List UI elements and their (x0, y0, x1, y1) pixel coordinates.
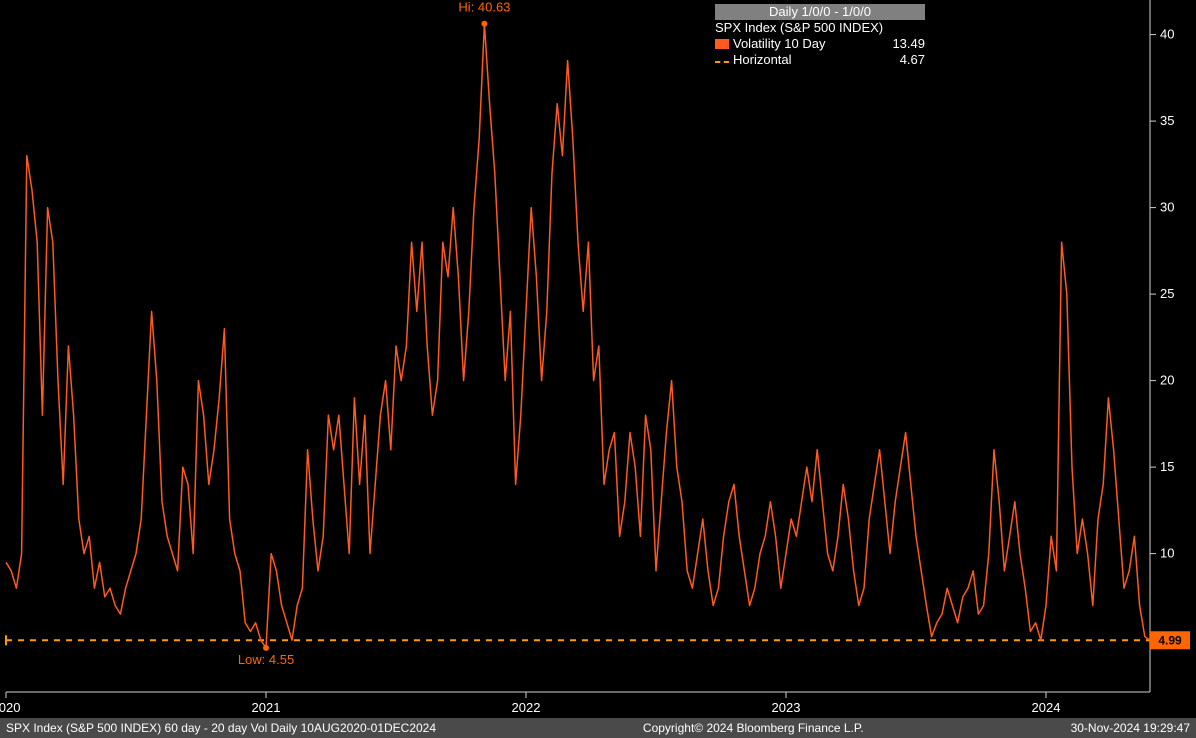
chart-container: 510152025303540202020212022202320244.99H… (0, 0, 1196, 738)
svg-text:2021: 2021 (252, 700, 281, 715)
svg-text:30: 30 (1160, 200, 1174, 215)
legend-row: Volatility 10 Day 13.49 (715, 36, 925, 52)
legend-swatch (715, 61, 729, 63)
legend-value: 13.49 (892, 36, 925, 52)
legend-value: 4.67 (900, 52, 925, 68)
svg-text:4.99: 4.99 (1158, 633, 1182, 647)
footer-left-text: SPX Index (S&P 500 INDEX) 60 day - 20 da… (6, 721, 436, 735)
svg-text:25: 25 (1160, 286, 1174, 301)
svg-text:2024: 2024 (1032, 700, 1061, 715)
footer-bar: SPX Index (S&P 500 INDEX) 60 day - 20 da… (0, 718, 1196, 738)
legend-label: Volatility 10 Day (733, 36, 826, 52)
svg-text:10: 10 (1160, 546, 1174, 561)
legend-row: Horizontal 4.67 (715, 52, 925, 68)
svg-text:15: 15 (1160, 459, 1174, 474)
svg-text:2022: 2022 (512, 700, 541, 715)
legend-box: Daily 1/0/0 - 1/0/0 SPX Index (S&P 500 I… (715, 4, 925, 68)
legend-label: Horizontal (733, 52, 792, 68)
volatility-chart: 510152025303540202020212022202320244.99H… (0, 0, 1196, 738)
legend-subtitle: SPX Index (S&P 500 INDEX) (715, 20, 925, 36)
svg-text:2023: 2023 (772, 700, 801, 715)
footer-copyright: Copyright© 2024 Bloomberg Finance L.P. (643, 721, 864, 735)
svg-text:20: 20 (1160, 373, 1174, 388)
svg-text:Low: 4.55: Low: 4.55 (238, 652, 294, 667)
svg-text:35: 35 (1160, 113, 1174, 128)
svg-text:Hi: 40.63: Hi: 40.63 (458, 0, 510, 15)
footer-timestamp: 30-Nov-2024 19:29:47 (1071, 721, 1190, 735)
svg-text:2020: 2020 (0, 700, 20, 715)
svg-text:40: 40 (1160, 27, 1174, 42)
legend-swatch (715, 39, 729, 49)
legend-header: Daily 1/0/0 - 1/0/0 (715, 4, 925, 20)
